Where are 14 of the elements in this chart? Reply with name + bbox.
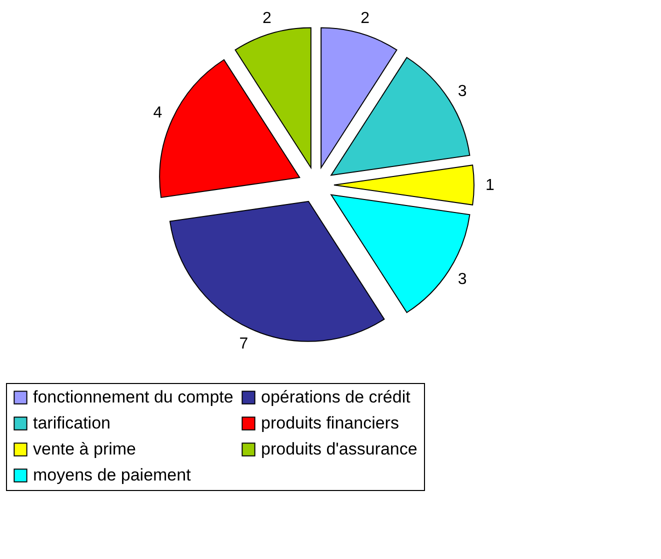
legend-label: produits financiers bbox=[261, 414, 399, 432]
legend-label: fonctionnement du compte bbox=[33, 388, 234, 407]
data-label: 3 bbox=[458, 271, 467, 288]
data-label: 4 bbox=[153, 104, 162, 122]
data-label: 7 bbox=[239, 335, 248, 352]
legend-label: moyens de paiement bbox=[33, 466, 192, 484]
data-label: 2 bbox=[360, 10, 370, 28]
legend-label: vente à prime bbox=[33, 440, 136, 458]
legend-label: opérations de crédit bbox=[261, 388, 411, 407]
data-label: 2 bbox=[262, 10, 272, 28]
legend-label: tarification bbox=[33, 414, 110, 432]
data-label: 1 bbox=[486, 177, 495, 194]
legend-label: produits d'assurance bbox=[261, 440, 418, 458]
data-label: 3 bbox=[458, 82, 467, 100]
